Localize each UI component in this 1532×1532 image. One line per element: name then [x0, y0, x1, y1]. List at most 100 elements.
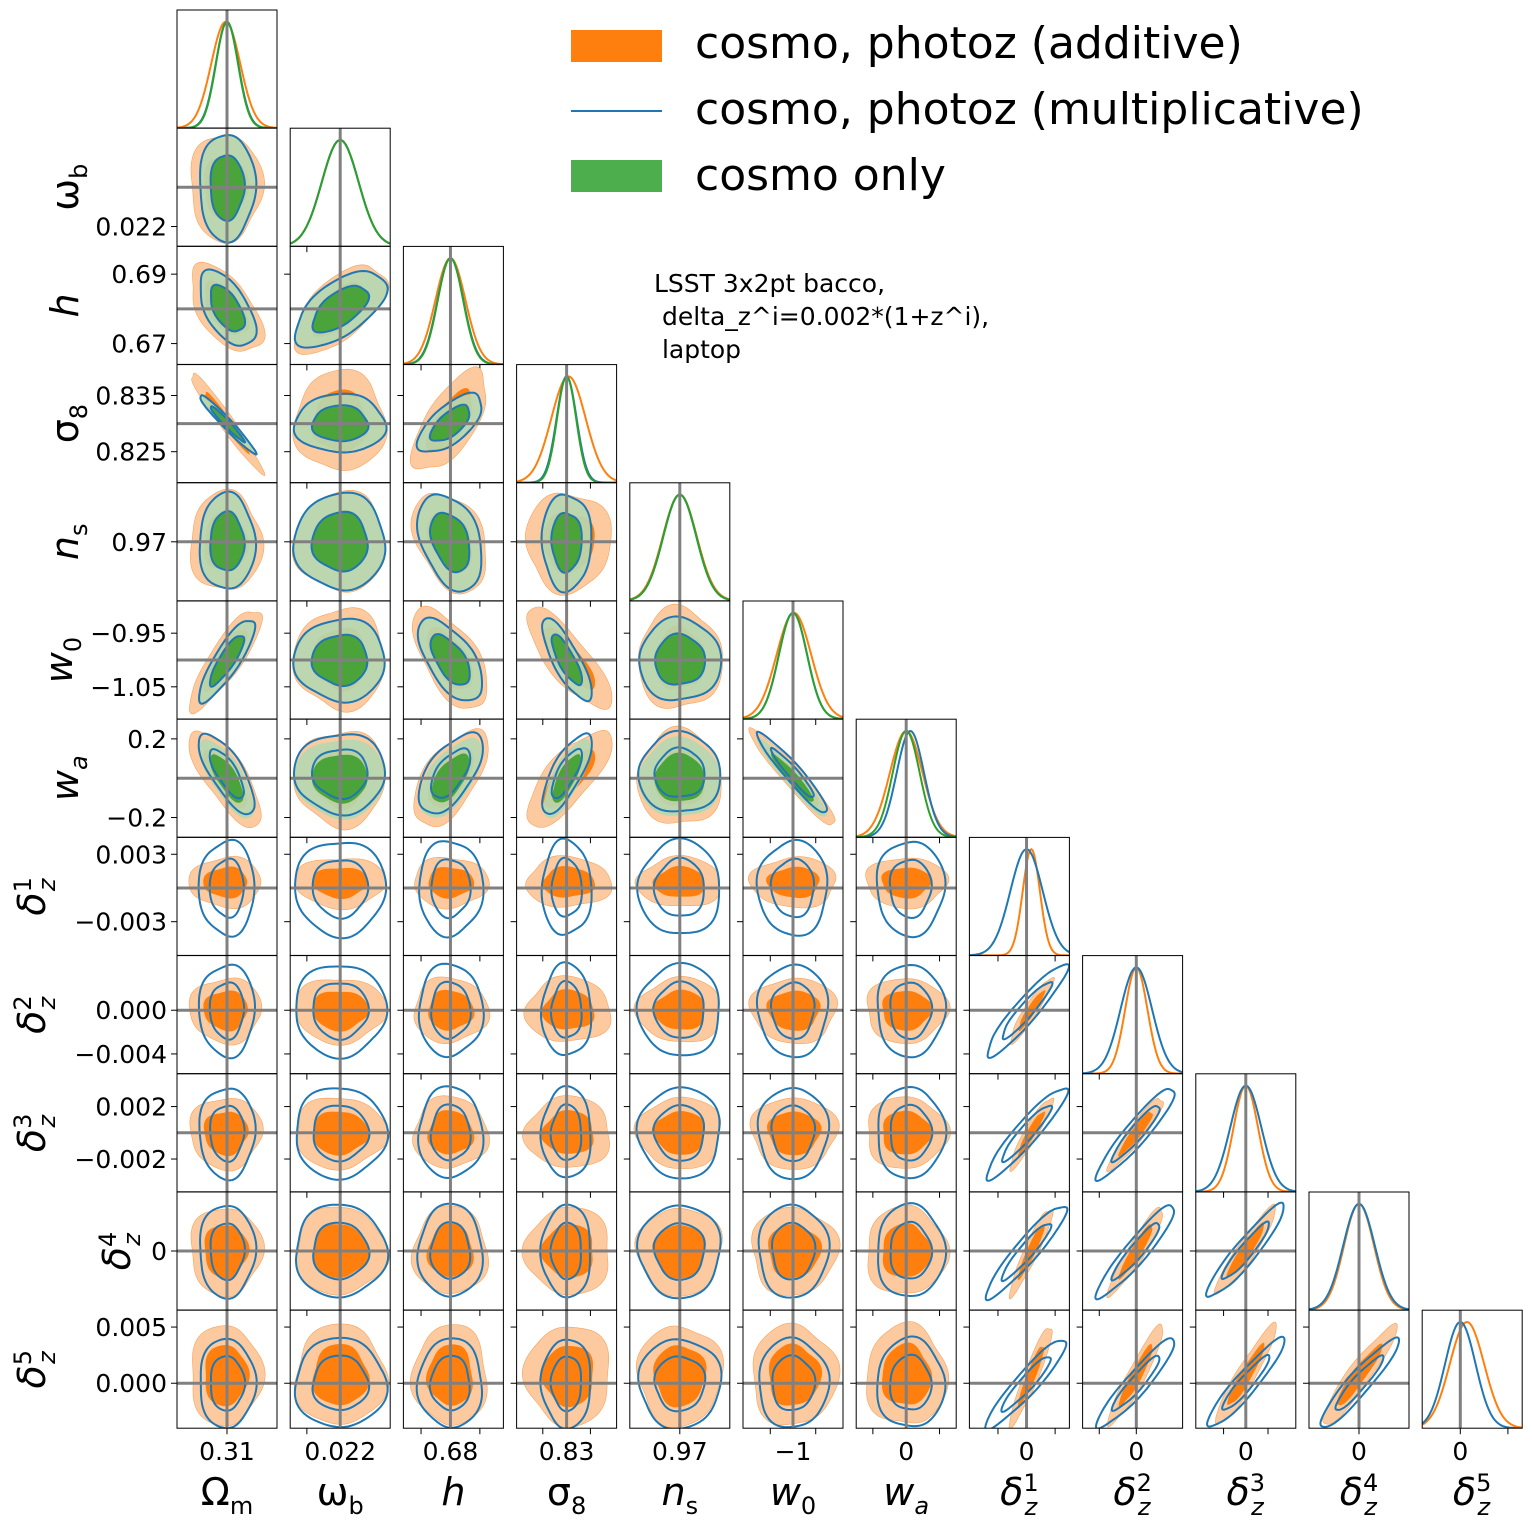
- x-axis-label-h: h: [441, 1470, 465, 1514]
- panel-ns-vs-Om: [171, 482, 278, 607]
- x-axis-label-dz2: δ2 z: [1113, 1469, 1152, 1521]
- panel-dz4-vs-dz1: [963, 1191, 1070, 1316]
- y-axis-label-dz2: δ2z: [9, 995, 61, 1034]
- annotation-line-1: LSST 3x2pt bacco,: [654, 269, 886, 298]
- panel-w0-vs-h: [397, 600, 504, 725]
- contour-multiplicative-95: [985, 1087, 1070, 1182]
- panel-frame: [1195, 1309, 1297, 1429]
- contour-multiplicative-95: [1094, 1204, 1175, 1301]
- panel-ns-vs-s8: [510, 482, 618, 607]
- y-axis-label-w0: w0: [37, 637, 87, 683]
- panel-dz2-vs-wa: [850, 955, 957, 1080]
- contour-additive-68: [1017, 1225, 1045, 1281]
- x-ticklabel-h: 0.68: [423, 1437, 479, 1466]
- contour-multiplicative-95: [541, 617, 593, 703]
- panel-dz3-vs-dz2: [1076, 1073, 1184, 1198]
- x-ticklabel-Om: 0.31: [199, 1437, 255, 1466]
- contour-multiplicative-95: [1205, 1201, 1285, 1298]
- contour-multiplicative-95: [984, 1205, 1069, 1302]
- contour-multiplicative-95: [1094, 1087, 1176, 1183]
- contour-multiplicative-95: [984, 1339, 1068, 1429]
- panel-dz1: [968, 836, 1070, 962]
- panel-dz5-vs-h: [397, 1309, 504, 1435]
- contour-multiplicative-95: [415, 493, 483, 593]
- panel-w0-vs-ob: [284, 600, 391, 725]
- panel-dz4-vs-w0: [737, 1191, 844, 1316]
- contour-multiplicative-68: [429, 633, 471, 686]
- panel-dz1-vs-ob: [284, 836, 391, 962]
- contour-multiplicative-95: [986, 963, 1070, 1059]
- legend-label-additive: cosmo, photoz (additive): [695, 18, 1243, 69]
- panel-dz5-vs-ns: [623, 1309, 731, 1435]
- y-axis-label-h: h: [43, 293, 87, 317]
- marginal-dz1-series-0: [969, 847, 1070, 956]
- panel-ob-vs-Om: [171, 127, 278, 253]
- x-axis-label-ob: ωb: [317, 1470, 364, 1520]
- annotation-line-3: laptop: [654, 335, 742, 364]
- panel-dz1-vs-Om: [171, 836, 278, 962]
- panel-dz2-vs-ob: [284, 955, 391, 1080]
- y-ticklabel-dz3: −0.002: [74, 1145, 167, 1174]
- panel-frame: [402, 245, 504, 365]
- contour-multiplicative-95: [199, 268, 258, 347]
- panel-dz5-vs-s8: [510, 1309, 618, 1435]
- panel-dz3-vs-h: [397, 1073, 504, 1198]
- x-axis-label-dz4: δ4 z: [1340, 1469, 1379, 1521]
- panel-w0-vs-ns: [623, 600, 731, 725]
- contour-multiplicative-68: [311, 284, 371, 334]
- panel-frame: [742, 1309, 844, 1429]
- x-ticklabel-w0: −1: [775, 1437, 812, 1466]
- x-ticklabel-wa: 0: [898, 1437, 914, 1466]
- y-ticklabel-dz1: 0.003: [95, 840, 167, 869]
- x-ticklabel-dz4: 0: [1351, 1437, 1367, 1466]
- contour-multiplicative-68: [428, 403, 471, 442]
- panel-s8: [516, 364, 618, 489]
- contour-multiplicative-68: [1110, 1354, 1161, 1412]
- panel-dz4-vs-dz3: [1189, 1191, 1297, 1316]
- contour-multiplicative-68: [1220, 1220, 1270, 1281]
- marginal-h-series-2: [403, 257, 504, 365]
- panel-dz2-vs-s8: [510, 955, 618, 1080]
- x-axis-label-wa: wa: [883, 1470, 929, 1520]
- contour-multiplicative-68: [1000, 1223, 1053, 1283]
- panel-dz2-vs-ns: [623, 955, 731, 1080]
- panel-wa: [855, 718, 957, 844]
- panel-dz5: [1421, 1309, 1523, 1435]
- panel-dz1-vs-s8: [510, 836, 618, 962]
- legend-swatch-multiplicative: [571, 110, 662, 112]
- panel-dz5-vs-ob: [284, 1309, 391, 1435]
- legend-swatch-cosmo-only: [571, 160, 662, 192]
- contour-multiplicative-68: [550, 633, 583, 687]
- y-ticklabel-dz4: 0: [151, 1237, 167, 1266]
- contour-multiplicative-95: [637, 729, 722, 813]
- marginal-dz1-series-1: [969, 848, 1070, 956]
- contour-multiplicative-95: [1206, 1335, 1286, 1428]
- panel-wa-vs-ns: [623, 718, 731, 844]
- panel-ob: [289, 127, 391, 253]
- contour-multiplicative-95: [755, 730, 829, 814]
- panel-ns-vs-ob: [284, 482, 391, 607]
- panel-dz4-vs-ob: [284, 1191, 391, 1316]
- x-axis-label-w0: w0: [770, 1470, 816, 1520]
- y-ticklabel-w0: −1.05: [90, 673, 167, 702]
- panel-frame: [968, 836, 1070, 956]
- contour-multiplicative-95: [197, 732, 256, 816]
- panel-dz4-vs-wa: [850, 1191, 957, 1316]
- contour-multiplicative-68: [428, 511, 471, 574]
- panel-dz5-vs-dz4: [1303, 1309, 1410, 1435]
- y-ticklabel-wa: 0.2: [127, 725, 167, 754]
- panel-frame: [1082, 1309, 1184, 1429]
- panel-ns-vs-h: [397, 482, 504, 607]
- panel-dz2: [1082, 955, 1184, 1080]
- marginal-h-series-1: [403, 257, 504, 365]
- panel-dz1-vs-ns: [623, 836, 731, 962]
- contour-multiplicative-68: [1001, 981, 1054, 1041]
- contour-multiplicative-68: [1110, 1221, 1161, 1282]
- panel-wa-vs-ob: [284, 718, 391, 844]
- y-axis-label-dz4: δ4z: [94, 1232, 146, 1271]
- contour-multiplicative-68: [210, 283, 247, 333]
- contour-multiplicative-95: [1319, 1336, 1400, 1428]
- contour-multiplicative-68: [653, 746, 706, 798]
- contour-multiplicative-68: [429, 747, 472, 799]
